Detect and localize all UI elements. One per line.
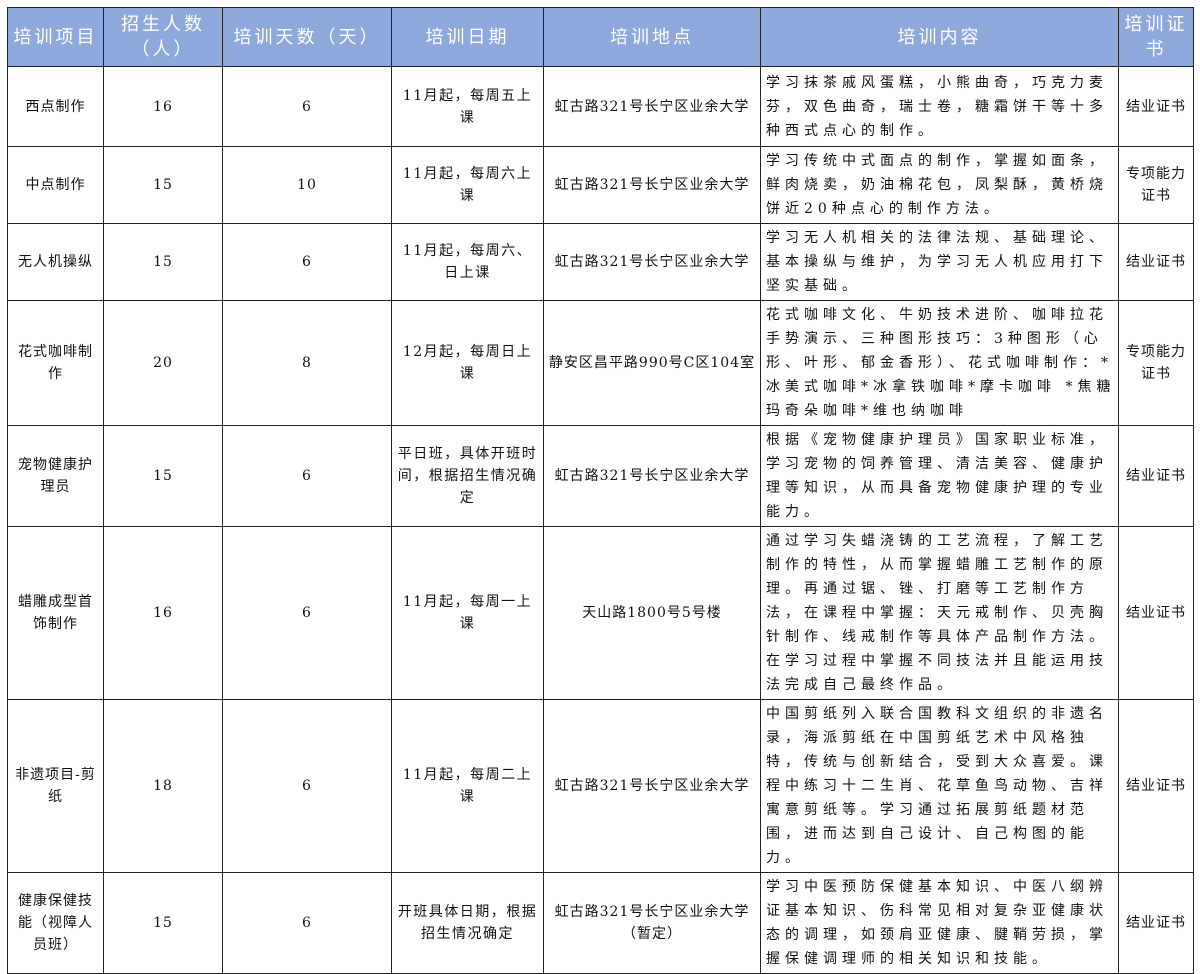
content-cell: 学习中医预防保健基本知识、中医八纲辨证基本知识、伤科常见相对复杂亚健康状态的调理…: [760, 872, 1119, 974]
certificate-cell: 结业证书: [1118, 699, 1194, 873]
content-cell: 通过学习失蜡浇铸的工艺流程，了解工艺制作的特性，从而掌握蜡雕工艺制作的原理。再通…: [760, 526, 1119, 700]
enrollment-cell: 15: [103, 146, 223, 224]
days-cell: 6: [222, 699, 392, 873]
days-cell: 6: [222, 223, 392, 301]
date-cell: 平日班，具体开班时间，根据招生情况确定: [391, 425, 544, 527]
project-cell: 花式咖啡制作: [7, 300, 104, 426]
date-cell: 11月起，每周六上课: [391, 146, 544, 224]
header-date: 培训日期: [391, 7, 544, 67]
location-cell: 虹古路321号长宁区业余大学: [543, 66, 761, 147]
header-row: 培训项目 招生人数（人） 培训天数（天） 培训日期 培训地点 培训内容 培训证书: [7, 7, 1194, 67]
enrollment-cell: 16: [103, 66, 223, 147]
location-cell: 天山路1800号5号楼: [543, 526, 761, 700]
days-cell: 10: [222, 146, 392, 224]
location-cell: 静安区昌平路990号C区104室: [543, 300, 761, 426]
enrollment-cell: 15: [103, 872, 223, 974]
content-cell: 学习抹茶戚风蛋糕，小熊曲奇，巧克力麦芬，双色曲奇，瑞士卷，糖霜饼干等十多种西式点…: [760, 66, 1119, 147]
location-cell: 虹古路321号长宁区业余大学（暂定）: [543, 872, 761, 974]
enrollment-cell: 20: [103, 300, 223, 426]
enrollment-cell: 16: [103, 526, 223, 700]
date-cell: 11月起，每周一上课: [391, 526, 544, 700]
certificate-cell: 专项能力证书: [1118, 300, 1194, 426]
table-row: 健康保健技能（视障人员班） 15 6 开班具体日期，根据招生情况确定 虹古路321号长宁…: [7, 872, 1194, 974]
date-cell: 11月起，每周二上课: [391, 699, 544, 873]
days-cell: 6: [222, 872, 392, 974]
enrollment-cell: 18: [103, 699, 223, 873]
header-location: 培训地点: [543, 7, 761, 67]
header-project: 培训项目: [7, 7, 104, 67]
header-content: 培训内容: [760, 7, 1119, 67]
location-cell: 虹古路321号长宁区业余大学: [543, 146, 761, 224]
content-cell: 学习无人机相关的法律法规、基础理论、基本操纵与维护，为学习无人机应用打下坚实基础…: [760, 223, 1119, 301]
project-cell: 宠物健康护理员: [7, 425, 104, 527]
header-enrollment: 招生人数（人）: [103, 7, 223, 67]
table-row: 宠物健康护理员 15 6 平日班，具体开班时间，根据招生情况确定 虹古路321号长宁区业…: [7, 425, 1194, 527]
content-cell: 中国剪纸列入联合国教科文组织的非遗名录，海派剪纸在中国剪纸艺术中风格独特，传统与…: [760, 699, 1119, 873]
date-cell: 12月起，每周日上课: [391, 300, 544, 426]
location-cell: 虹古路321号长宁区业余大学: [543, 223, 761, 301]
project-cell: 无人机操纵: [7, 223, 104, 301]
location-cell: 虹古路321号长宁区业余大学: [543, 699, 761, 873]
table-row: 非遗项目-剪纸 18 6 11月起，每周二上课 虹古路321号长宁区业余大学 中国剪纸列入…: [7, 699, 1194, 873]
project-cell: 蜡雕成型首饰制作: [7, 526, 104, 700]
certificate-cell: 结业证书: [1118, 223, 1194, 301]
days-cell: 6: [222, 526, 392, 700]
days-cell: 6: [222, 66, 392, 147]
project-cell: 非遗项目-剪纸: [7, 699, 104, 873]
content-cell: 学习传统中式面点的制作，掌握如面条，鲜肉烧卖，奶油棉花包，凤梨酥，黄桥烧饼近20…: [760, 146, 1119, 224]
location-cell: 虹古路321号长宁区业余大学: [543, 425, 761, 527]
days-cell: 8: [222, 300, 392, 426]
enrollment-cell: 15: [103, 223, 223, 301]
date-cell: 开班具体日期，根据招生情况确定: [391, 872, 544, 974]
certificate-cell: 结业证书: [1118, 526, 1194, 700]
date-cell: 11月起，每周六、日上课: [391, 223, 544, 301]
enrollment-cell: 15: [103, 425, 223, 527]
table-row: 无人机操纵 15 6 11月起，每周六、日上课 虹古路321号长宁区业余大学 学习无人机相…: [7, 223, 1194, 301]
training-table: 培训项目 招生人数（人） 培训天数（天） 培训日期 培训地点 培训内容 培训证书…: [7, 7, 1194, 974]
table-row: 中点制作 15 10 11月起，每周六上课 虹古路321号长宁区业余大学 学习传统中式面点…: [7, 146, 1194, 224]
project-cell: 中点制作: [7, 146, 104, 224]
project-cell: 健康保健技能（视障人员班）: [7, 872, 104, 974]
certificate-cell: 结业证书: [1118, 425, 1194, 527]
certificate-cell: 结业证书: [1118, 66, 1194, 147]
days-cell: 6: [222, 425, 392, 527]
certificate-cell: 结业证书: [1118, 872, 1194, 974]
content-cell: 花式咖啡文化、牛奶技术进阶、咖啡拉花手势演示、三种图形技巧：3种图形（心形、叶形…: [760, 300, 1119, 426]
table-row: 花式咖啡制作 20 8 12月起，每周日上课 静安区昌平路990号C区104室 花式咖啡文…: [7, 300, 1194, 426]
table-row: 西点制作 16 6 11月起，每周五上课 虹古路321号长宁区业余大学 学习抹茶戚风蛋糕，…: [7, 66, 1194, 147]
date-cell: 11月起，每周五上课: [391, 66, 544, 147]
header-certificate: 培训证书: [1118, 7, 1194, 67]
certificate-cell: 专项能力证书: [1118, 146, 1194, 224]
project-cell: 西点制作: [7, 66, 104, 147]
table-row: 蜡雕成型首饰制作 16 6 11月起，每周一上课 天山路1800号5号楼 通过学习失蜡浇铸…: [7, 526, 1194, 700]
content-cell: 根据《宠物健康护理员》国家职业标准，学习宠物的饲养管理、清洁美容、健康护理等知识…: [760, 425, 1119, 527]
header-days: 培训天数（天）: [222, 7, 392, 67]
